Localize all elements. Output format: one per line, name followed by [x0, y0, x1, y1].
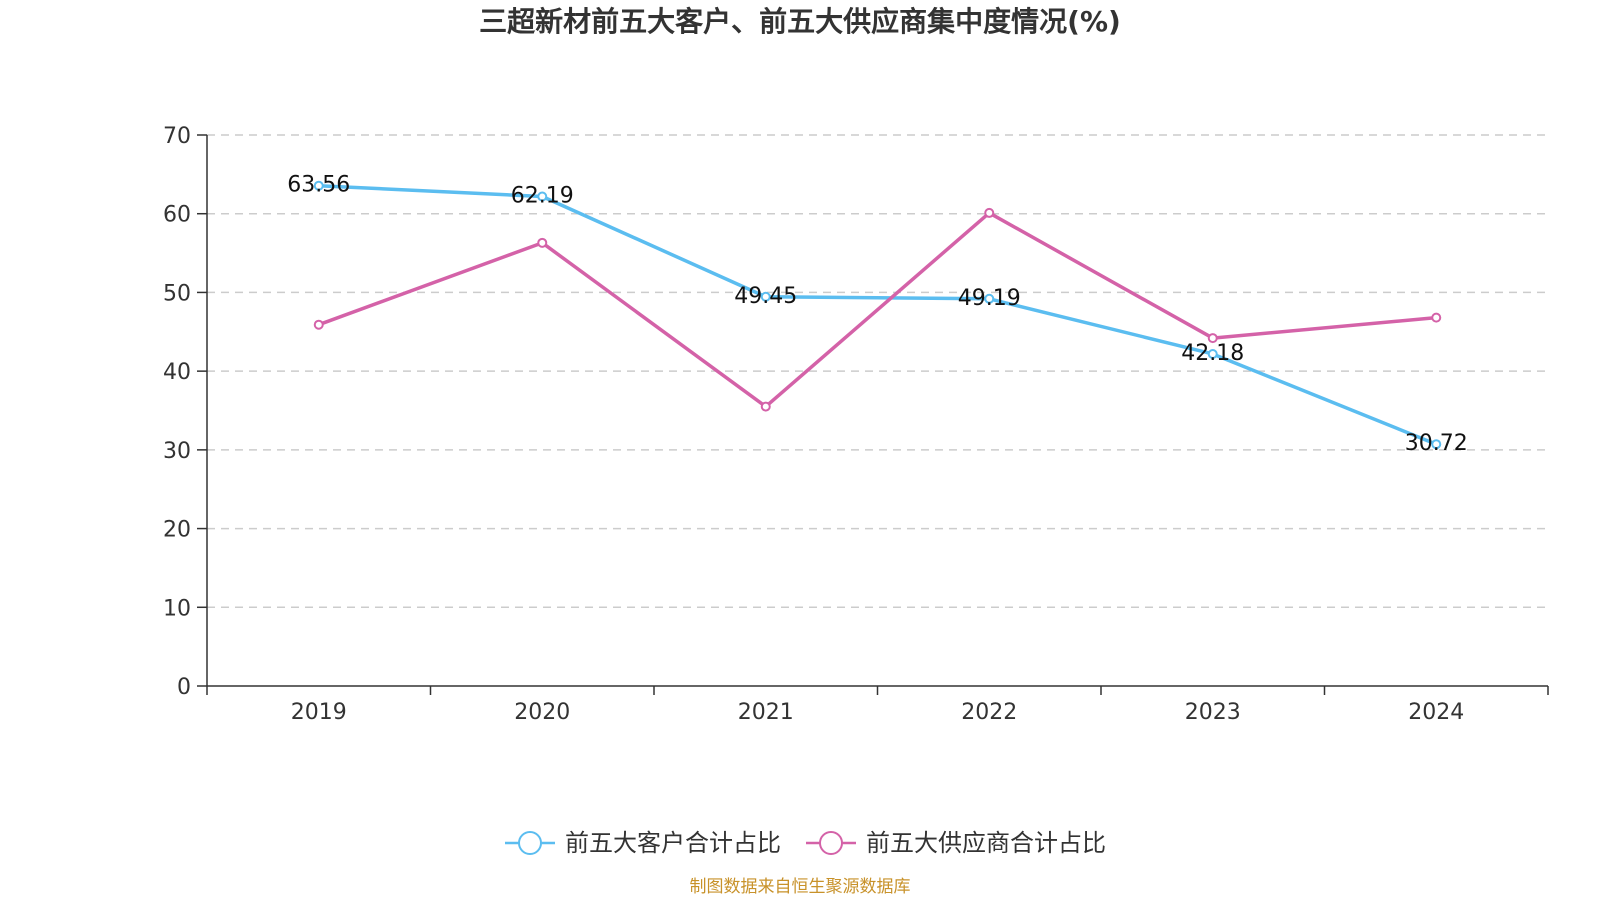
legend: 前五大客户合计占比 前五大供应商合计占比: [505, 829, 1106, 857]
data-label-2019: 63.56: [287, 173, 350, 198]
y-tick-label: 40: [163, 360, 191, 385]
legend-label: 前五大供应商合计占比: [866, 829, 1106, 857]
series-1-point-2019[interactable]: [313, 180, 324, 191]
data-labels: 63.56 62.19 49.45 49.19 42.18 30.72: [287, 173, 1467, 456]
legend-item-1[interactable]: 前五大客户合计占比: [505, 829, 781, 857]
x-tick-label-2021: 2021: [738, 700, 794, 725]
series-2-point-2023[interactable]: [1207, 333, 1218, 344]
y-tick-label: 60: [163, 203, 191, 228]
x-tick-label-2020: 2020: [514, 700, 570, 725]
y-tick-label: 70: [163, 124, 191, 149]
y-tick-label: 10: [163, 596, 191, 621]
series-2-point-2024[interactable]: [1431, 312, 1442, 323]
x-tick-label-2022: 2022: [961, 700, 1017, 725]
data-label-2020: 62.19: [511, 183, 574, 208]
x-tick-label-2019: 2019: [291, 700, 347, 725]
y-tick-label: 0: [177, 675, 191, 700]
y-tick-label: 30: [163, 439, 191, 464]
series-2-point-2022[interactable]: [984, 207, 995, 218]
legend-item-2[interactable]: 前五大供应商合计占比: [806, 829, 1106, 857]
legend-label: 前五大客户合计占比: [565, 829, 781, 857]
source-note: 制图数据来自恒生聚源数据库: [689, 877, 911, 897]
axes: 0 10 20 30 40 50 60 70 2019 2020 2021 2022 2023 2024: [163, 124, 1549, 725]
series-line-1: [318, 183, 1437, 446]
data-label-2024: 30.72: [1405, 431, 1468, 456]
series-2-point-2020[interactable]: [537, 237, 548, 248]
series-1-point-2024[interactable]: [1431, 439, 1442, 450]
data-label-2022: 49.19: [958, 286, 1021, 311]
x-tick-label-2024: 2024: [1408, 700, 1464, 725]
series-1-point-2020[interactable]: [537, 191, 548, 202]
series-lines: [313, 180, 1442, 450]
series-1-point-2023[interactable]: [1207, 348, 1218, 359]
x-tick-label-2023: 2023: [1185, 700, 1241, 725]
chart-title: 三超新材前五大客户、前五大供应商集中度情况(%): [479, 5, 1121, 38]
y-tick-label: 50: [163, 281, 191, 306]
series-line-2: [318, 211, 1437, 409]
data-label-2021: 49.45: [734, 284, 797, 309]
legend-marker: [819, 831, 843, 855]
series-2-point-2021[interactable]: [760, 401, 771, 412]
series-2-point-2019[interactable]: [313, 319, 324, 330]
series-1-point-2022[interactable]: [984, 293, 995, 304]
grid-lines: [207, 134, 1548, 609]
series-1-point-2021[interactable]: [760, 291, 771, 302]
legend-marker: [518, 831, 542, 855]
data-label-2023: 42.18: [1181, 341, 1244, 366]
y-tick-label: 20: [163, 518, 191, 543]
